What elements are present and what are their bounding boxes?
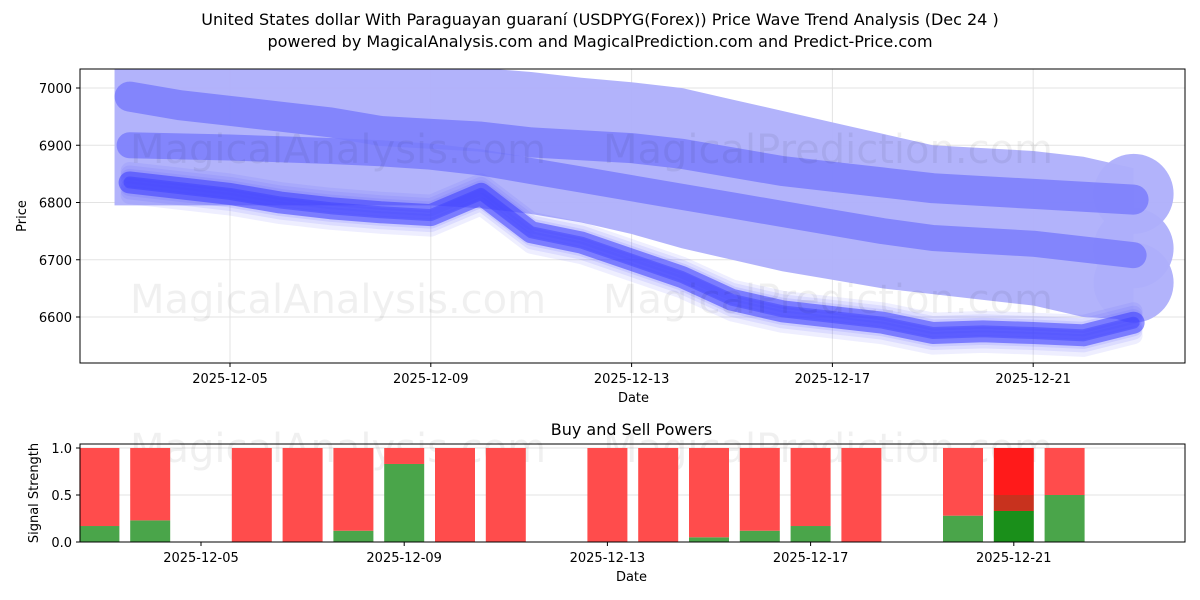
y-tick-label: 6900 xyxy=(39,139,72,154)
sell-bar xyxy=(587,448,628,542)
y-tick-label: 6600 xyxy=(39,311,72,326)
watermark: MagicalAnalysis.com xyxy=(130,277,546,323)
buy-bar xyxy=(993,510,1034,542)
y-tick-label: 0.0 xyxy=(51,536,72,551)
x-tick-label: 2025-12-17 xyxy=(773,551,849,566)
sell-bar xyxy=(130,448,171,521)
buy-sell-power-chart: MagicalAnalysis.comMagicalPrediction.com… xyxy=(27,420,1186,585)
y-tick-label: 0.5 xyxy=(51,489,72,504)
y-tick-label: 1.0 xyxy=(51,442,72,457)
sell-bar xyxy=(333,448,374,531)
chart-subtitle: powered by MagicalAnalysis.com and Magic… xyxy=(267,32,933,51)
watermark: MagicalPrediction.com xyxy=(603,277,1053,323)
buy-bar xyxy=(1044,495,1085,542)
wave-band-lower xyxy=(116,132,1147,269)
sell-bar xyxy=(943,448,983,516)
chart-title: United States dollar With Paraguayan gua… xyxy=(201,10,999,29)
sell-bar xyxy=(993,448,1034,495)
y-tick-label: 6700 xyxy=(39,254,72,269)
y-axis-label: Price xyxy=(15,200,30,232)
buy-bar xyxy=(790,526,831,542)
plot-frame xyxy=(79,68,1186,364)
x-tick-label: 2025-12-13 xyxy=(594,372,670,387)
buy-bar xyxy=(79,526,120,542)
buy-bar xyxy=(333,530,374,542)
wave-layers xyxy=(114,69,1174,357)
sell-bar xyxy=(638,448,679,542)
sell-bar xyxy=(790,448,831,527)
sell-bar xyxy=(282,448,323,542)
price-wave-chart: MagicalAnalysis.com MagicalPrediction.com… xyxy=(15,68,1186,406)
sell-bar-overlap xyxy=(993,495,1034,511)
sell-bar xyxy=(841,448,882,542)
price-wave-line xyxy=(118,171,1145,347)
buy-bar xyxy=(739,530,780,542)
buy-bar xyxy=(689,537,729,542)
sell-bar xyxy=(231,448,272,542)
x-axis-label: Date xyxy=(616,570,647,585)
x-tick-label: 2025-12-21 xyxy=(976,551,1052,566)
x-tick-label: 2025-12-05 xyxy=(163,551,239,566)
sell-bar xyxy=(79,448,120,527)
y-axis-label: Signal Strength xyxy=(27,443,42,543)
x-tick-label: 2025-12-17 xyxy=(795,372,871,387)
price-wave-core xyxy=(123,176,1140,342)
sell-bar xyxy=(485,448,526,542)
x-axis-label: Date xyxy=(618,391,649,406)
subplot-title: Buy and Sell Powers xyxy=(551,420,713,439)
plot-frame xyxy=(79,443,1186,543)
buy-bar xyxy=(384,463,425,542)
x-tick-label: 2025-12-21 xyxy=(995,372,1071,387)
x-tick-label: 2025-12-05 xyxy=(192,372,268,387)
watermark: MagicalAnalysis.com xyxy=(130,127,546,173)
wave-band-upper xyxy=(114,81,1149,215)
x-tick-label: 2025-12-13 xyxy=(570,551,646,566)
y-tick-label: 6800 xyxy=(39,197,72,212)
watermark: MagicalPrediction.com xyxy=(603,127,1053,173)
x-tick-label: 2025-12-09 xyxy=(366,551,442,566)
sell-bar xyxy=(739,448,780,531)
sell-bar xyxy=(384,448,425,464)
y-tick-label: 7000 xyxy=(39,82,72,97)
buy-bar xyxy=(943,515,983,542)
sell-bar xyxy=(689,448,729,538)
buy-bar xyxy=(130,520,171,542)
x-tick-label: 2025-12-09 xyxy=(393,372,469,387)
sell-bar xyxy=(1044,448,1085,495)
price-wave-shadow xyxy=(120,186,1143,357)
sell-bar xyxy=(435,448,475,542)
